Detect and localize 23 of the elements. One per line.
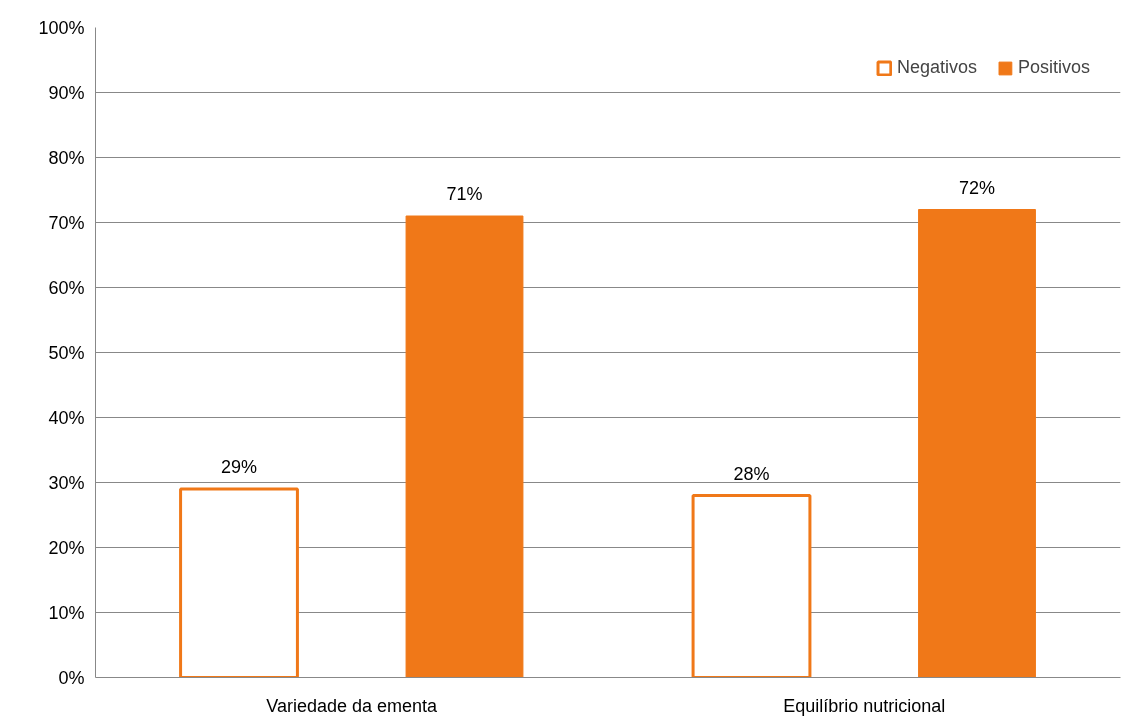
y-tick-label: 50% (48, 342, 85, 363)
data-label: 29% (220, 457, 258, 477)
bar (405, 215, 524, 678)
data-label: 28% (733, 463, 770, 484)
y-tick-label: 90% (48, 82, 85, 103)
bar (918, 209, 1036, 678)
y-tick-label: 100% (38, 17, 85, 38)
x-tick-label: Variedade da ementa (266, 695, 439, 716)
y-tick-label: 30% (48, 472, 85, 493)
y-tick-label: 20% (48, 537, 85, 558)
y-tick-label: 60% (48, 277, 85, 298)
legend-label: Negativos (896, 57, 977, 78)
bar (691, 494, 812, 678)
legend-label: Positivos (1017, 57, 1090, 78)
y-tick-label: 70% (48, 212, 85, 233)
data-label: 72% (958, 177, 996, 198)
y-tick-label: 80% (48, 147, 85, 168)
x-tick-label: Equilíbrio nutricional (783, 695, 946, 716)
data-label: 71% (446, 184, 483, 204)
y-tick-label: 10% (48, 602, 85, 623)
y-tick-label: 0% (58, 667, 85, 688)
bar (179, 487, 299, 678)
y-tick-label: 40% (48, 407, 85, 428)
